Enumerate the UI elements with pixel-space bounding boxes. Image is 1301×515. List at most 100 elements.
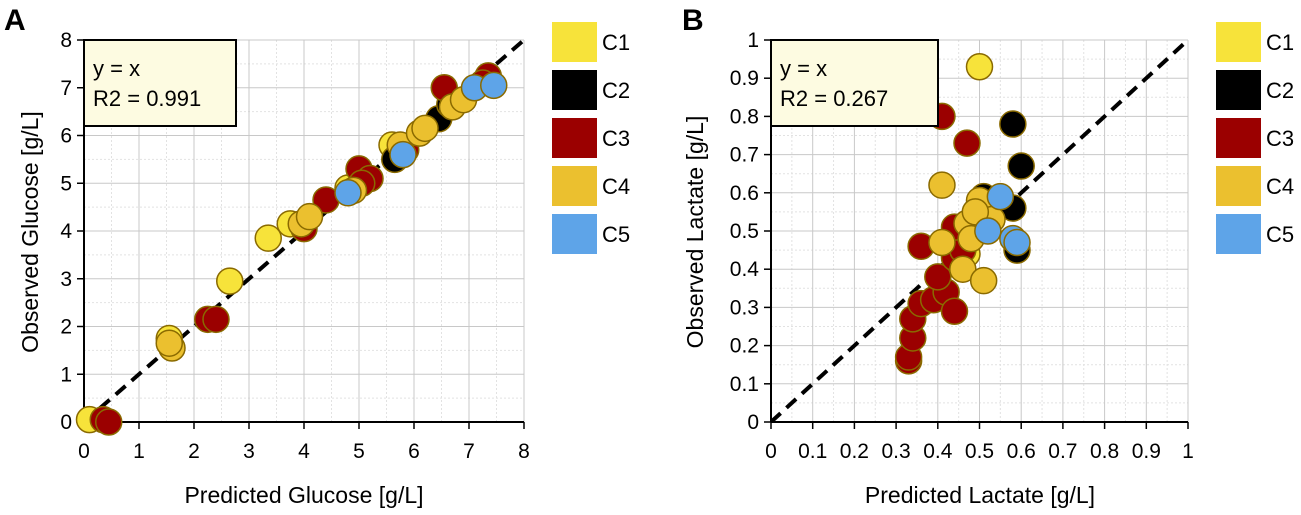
- panel-b-point-c3: [924, 263, 952, 291]
- panel-b-legend-label-c4: C4: [1266, 174, 1294, 199]
- panel-a-y-tick-label: 0: [60, 411, 72, 434]
- panel-b-y-tick-label: 0.7: [730, 144, 759, 167]
- panel-b-legend-swatch-c5: [1216, 214, 1261, 254]
- panel-b-y-tick-label: 0.4: [730, 258, 760, 281]
- panel-b-x-tick-label: 0.2: [840, 440, 869, 463]
- panel-b-points: [894, 52, 1035, 375]
- panel-a-legend-label-c1: C1: [602, 30, 630, 55]
- panel-b-panel-label: B: [682, 4, 704, 37]
- panel-b-x-tick-label: 1: [1182, 440, 1194, 463]
- panel-a-annotation-box: [83, 39, 237, 127]
- panel-a-legend-swatch-c5: [552, 214, 597, 254]
- panel-a-point-c4: [155, 329, 183, 357]
- panel-b-legend-label-c1: C1: [1266, 30, 1294, 55]
- panel-a-point-c5: [334, 179, 362, 207]
- panel-a-legend-label-c5: C5: [602, 222, 630, 247]
- panel-b-y-tick-label: 0.3: [730, 296, 759, 319]
- panel-b-point-c3: [940, 297, 969, 325]
- panel-b-point-c5: [986, 182, 1015, 211]
- panel-a-y-tick-label: 8: [60, 29, 72, 52]
- panel-b-point-c1: [965, 52, 994, 81]
- panel-a-legend-label-c4: C4: [602, 174, 630, 199]
- panel-a-legend-label-c3: C3: [602, 126, 630, 151]
- panel-a-point-c4: [411, 114, 439, 143]
- panel-b-y-tick-label: 0.9: [730, 67, 759, 90]
- panel-b-legend-label-c2: C2: [1266, 78, 1294, 103]
- panel-a-legend-swatch-c4: [552, 166, 597, 206]
- panel-b: 0 0.1 0.2 0.3 0.4 0.5 0.6 0.7 0.8 0.9 1 0 0.1 0.2 0.3 0…: [682, 4, 1294, 508]
- panel-a: 0 1 2 3 4 5 6 7 8 0 1 2 3 4 5 6 7 8 y = x R2 = 0.991 A Predic…: [4, 4, 630, 508]
- panel-a-y-tick-label: 5: [60, 172, 72, 195]
- panel-a-x-tick-label: 8: [518, 440, 530, 463]
- panel-b-y-axis-label: Observed Lactate [g/L]: [682, 116, 708, 349]
- panel-a-y-tick-label: 2: [60, 316, 72, 339]
- panel-a-legend-swatch-c3: [552, 118, 597, 158]
- panel-b-point-c4: [928, 228, 956, 257]
- panel-a-x-tick-label: 7: [463, 440, 475, 463]
- panel-b-y-tick-label: 0.5: [730, 220, 759, 243]
- panel-b-x-tick-label: 0.6: [1007, 440, 1036, 463]
- panel-b-point-c4: [969, 266, 998, 295]
- panel-a-x-tick-label: 2: [188, 440, 200, 463]
- panel-a-x-tick-label: 5: [353, 440, 365, 463]
- panel-a-annotation-text: R2 = 0.991: [93, 86, 201, 111]
- panel-b-point-c4: [949, 255, 977, 283]
- panel-b-point-c4: [961, 198, 990, 226]
- panel-a-y-tick-label: 1: [60, 363, 72, 386]
- panel-a-y-axis-label: Observed Glucose [g/L]: [17, 111, 43, 353]
- panel-a-y-tick-label: 3: [60, 268, 72, 291]
- panel-b-annotation-text: R2 = 0.267: [780, 86, 888, 111]
- panel-b-x-tick-label: 0.1: [798, 440, 827, 463]
- panel-b-x-axis-label: Predicted Lactate [g/L]: [865, 482, 1095, 508]
- panel-a-legend-label-c2: C2: [602, 78, 630, 103]
- panel-a-legend-swatch-c2: [552, 70, 597, 110]
- panel-b-annotation-box: [770, 39, 939, 127]
- panel-a-point-c4: [295, 202, 324, 231]
- panel-b-y-tick-label: 0.2: [730, 335, 759, 358]
- panel-a-legend-swatch-c1: [552, 22, 597, 62]
- panel-b-legend-swatch-c4: [1216, 166, 1261, 206]
- panel-b-x-tick-label: 0.7: [1048, 440, 1077, 463]
- panel-b-x-tick-label: 0.9: [1132, 440, 1161, 463]
- panel-b-point-c4: [928, 171, 956, 199]
- panel-a-x-axis-label: Predicted Glucose [g/L]: [184, 482, 423, 508]
- panel-b-x-tick-label: 0: [765, 440, 777, 463]
- panel-b-point-c2: [1007, 152, 1035, 180]
- panel-b-point-c5: [1003, 228, 1031, 257]
- panel-a-y-tick-label: 4: [60, 220, 72, 243]
- panel-a-x-tick-label: 0: [78, 440, 90, 463]
- panel-a-x-tick-label: 1: [133, 440, 145, 463]
- panel-b-x-tick-label: 0.3: [881, 440, 910, 463]
- panel-b-legend-label-c3: C3: [1266, 126, 1294, 151]
- panel-a-points: [75, 62, 508, 436]
- panel-b-point-c3: [953, 129, 981, 157]
- panel-b-x-tick-label: 0.4: [923, 440, 953, 463]
- panel-a-point-c1: [254, 224, 282, 252]
- panel-b-y-tick-label: 0.6: [730, 182, 759, 205]
- panel-a-point-c3: [202, 305, 230, 334]
- panel-b-x-tick-label: 0.5: [965, 440, 994, 463]
- panel-a-panel-label: A: [4, 4, 26, 37]
- panel-b-point-c2: [999, 110, 1027, 138]
- panel-b-annotation-text: y = x: [780, 56, 827, 81]
- panel-b-y-tick-label: 1: [747, 29, 759, 52]
- panel-a-point-c3: [95, 408, 123, 436]
- panel-a-point-c5: [389, 140, 417, 169]
- panel-b-legend-swatch-c1: [1216, 22, 1261, 62]
- panel-a-x-tick-label: 3: [243, 440, 255, 463]
- panel-b-legend-label-c5: C5: [1266, 222, 1294, 247]
- panel-a-point-c1: [216, 267, 244, 295]
- panel-b-x-tick-label: 0.8: [1090, 440, 1119, 463]
- panel-a-annotation-text: y = x: [93, 56, 140, 81]
- panel-b-y-tick-label: 0.1: [730, 373, 759, 396]
- panel-b-point-c5: [974, 217, 1002, 245]
- panel-b-y-tick-label: 0.8: [730, 105, 759, 128]
- panel-b-y-tick-label: 0: [747, 411, 759, 434]
- panel-a-y-tick-label: 6: [60, 125, 72, 148]
- panel-b-legend-swatch-c3: [1216, 118, 1261, 158]
- panel-a-x-tick-label: 4: [298, 440, 310, 463]
- panel-a-x-tick-label: 6: [408, 440, 420, 463]
- panel-a-y-tick-label: 7: [60, 77, 72, 100]
